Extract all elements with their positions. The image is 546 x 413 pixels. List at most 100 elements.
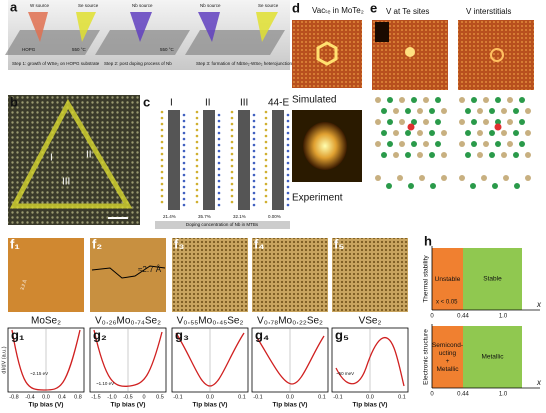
- phase-diagram: x Thermal stability Unstable Stable 0 0.44 1.0…: [423, 246, 542, 398]
- atom: [471, 119, 477, 125]
- stable-region: [463, 326, 522, 388]
- atom: [507, 141, 513, 147]
- atom: [286, 185, 290, 189]
- atom: [252, 137, 256, 141]
- atom: [477, 130, 483, 136]
- atom: [252, 125, 256, 129]
- atom: [441, 175, 447, 181]
- atom: [399, 119, 405, 125]
- step-caption: Step 3: formation of NbSe₂-WSe₂ heteroju…: [196, 61, 293, 66]
- atom: [230, 116, 234, 120]
- x-tick-label: 0.0: [286, 394, 294, 400]
- panel-label: c: [143, 94, 150, 109]
- axis-box: [155, 221, 290, 229]
- stm-image: [8, 238, 84, 312]
- atom: [513, 130, 519, 136]
- inset: [375, 22, 389, 42]
- stable-region: [463, 248, 522, 310]
- atom: [252, 143, 256, 147]
- atom: [423, 119, 429, 125]
- atom: [264, 122, 268, 126]
- atom: [489, 152, 495, 158]
- atom: [252, 155, 256, 159]
- atom: [286, 149, 290, 153]
- atom: [160, 158, 164, 162]
- atom: [252, 173, 256, 177]
- x-tick-label: -0.5: [123, 394, 132, 400]
- x-tick-label: 0.4: [58, 394, 66, 400]
- x-tick-label: 0: [430, 314, 434, 320]
- step-caption: Step 1: growth of WSe₂ on HOPG substrate: [12, 61, 100, 66]
- atom: [230, 146, 234, 150]
- atom: [481, 175, 487, 181]
- dopant: [494, 123, 502, 131]
- source-label: Nb source: [200, 3, 221, 8]
- atom: [286, 203, 290, 207]
- atom: [286, 197, 290, 201]
- panel-label: b: [10, 94, 18, 109]
- atom: [286, 179, 290, 183]
- atom: [429, 108, 435, 114]
- sts-curve: [175, 332, 245, 387]
- atom: [435, 119, 441, 125]
- atom: [375, 141, 381, 147]
- x-tick-label: 0.1: [398, 394, 406, 400]
- panel-label: f₅: [334, 236, 344, 251]
- panel-label: h: [424, 233, 432, 248]
- atom: [195, 146, 199, 150]
- atom: [182, 185, 186, 189]
- temperature-label: 550 °C: [72, 47, 87, 52]
- atom: [286, 131, 290, 135]
- atom: [408, 183, 414, 189]
- x-tick-label: 0.0: [206, 394, 214, 400]
- atom: [441, 130, 447, 136]
- x-tick-label: -1.5: [91, 394, 100, 400]
- x-tick-label: 0.1: [238, 394, 246, 400]
- atom: [492, 183, 498, 189]
- panel-label: g₅: [335, 327, 349, 342]
- stm-image: [332, 238, 408, 312]
- atom: [470, 183, 476, 189]
- atom: [217, 161, 221, 165]
- source-label: Se source: [258, 3, 279, 8]
- column-label: III: [240, 98, 248, 109]
- atom: [471, 97, 477, 103]
- atom: [405, 108, 411, 114]
- atom: [483, 97, 489, 103]
- x-tick-label: 1.0: [499, 392, 508, 398]
- atom: [519, 97, 525, 103]
- atom: [393, 130, 399, 136]
- atom: [286, 125, 290, 129]
- panel-label: f₁: [10, 236, 20, 251]
- axis-label: x: [536, 300, 542, 309]
- note: x < 0.05: [436, 300, 458, 306]
- atom: [286, 137, 290, 141]
- material-label: VSe₂: [359, 316, 382, 327]
- atom: [217, 203, 221, 207]
- atom: [381, 108, 387, 114]
- atom: [519, 141, 525, 147]
- atom: [264, 140, 268, 144]
- atom: [217, 179, 221, 183]
- atom: [182, 125, 186, 129]
- region-label: Stable: [483, 276, 502, 283]
- atom: [217, 143, 221, 147]
- atom: [252, 167, 256, 171]
- atom: [471, 141, 477, 147]
- x-tick-label: 0.0: [366, 394, 374, 400]
- annotation: ~1.10 eV: [96, 381, 114, 386]
- panel-label: g₁: [11, 327, 24, 342]
- atom: [459, 119, 465, 125]
- x-tick-label: 0: [142, 394, 145, 400]
- atom: [264, 128, 268, 132]
- atom: [397, 175, 403, 181]
- atom: [252, 131, 256, 135]
- atom: [182, 197, 186, 201]
- unstable-region: [432, 326, 463, 388]
- y-axis-label: Thermal stability: [423, 255, 430, 303]
- annotation: ~50 meV: [336, 371, 354, 376]
- atom: [264, 170, 268, 174]
- column-label: 44-E: [268, 98, 289, 109]
- atom: [477, 152, 483, 158]
- region-label: I: [50, 153, 53, 164]
